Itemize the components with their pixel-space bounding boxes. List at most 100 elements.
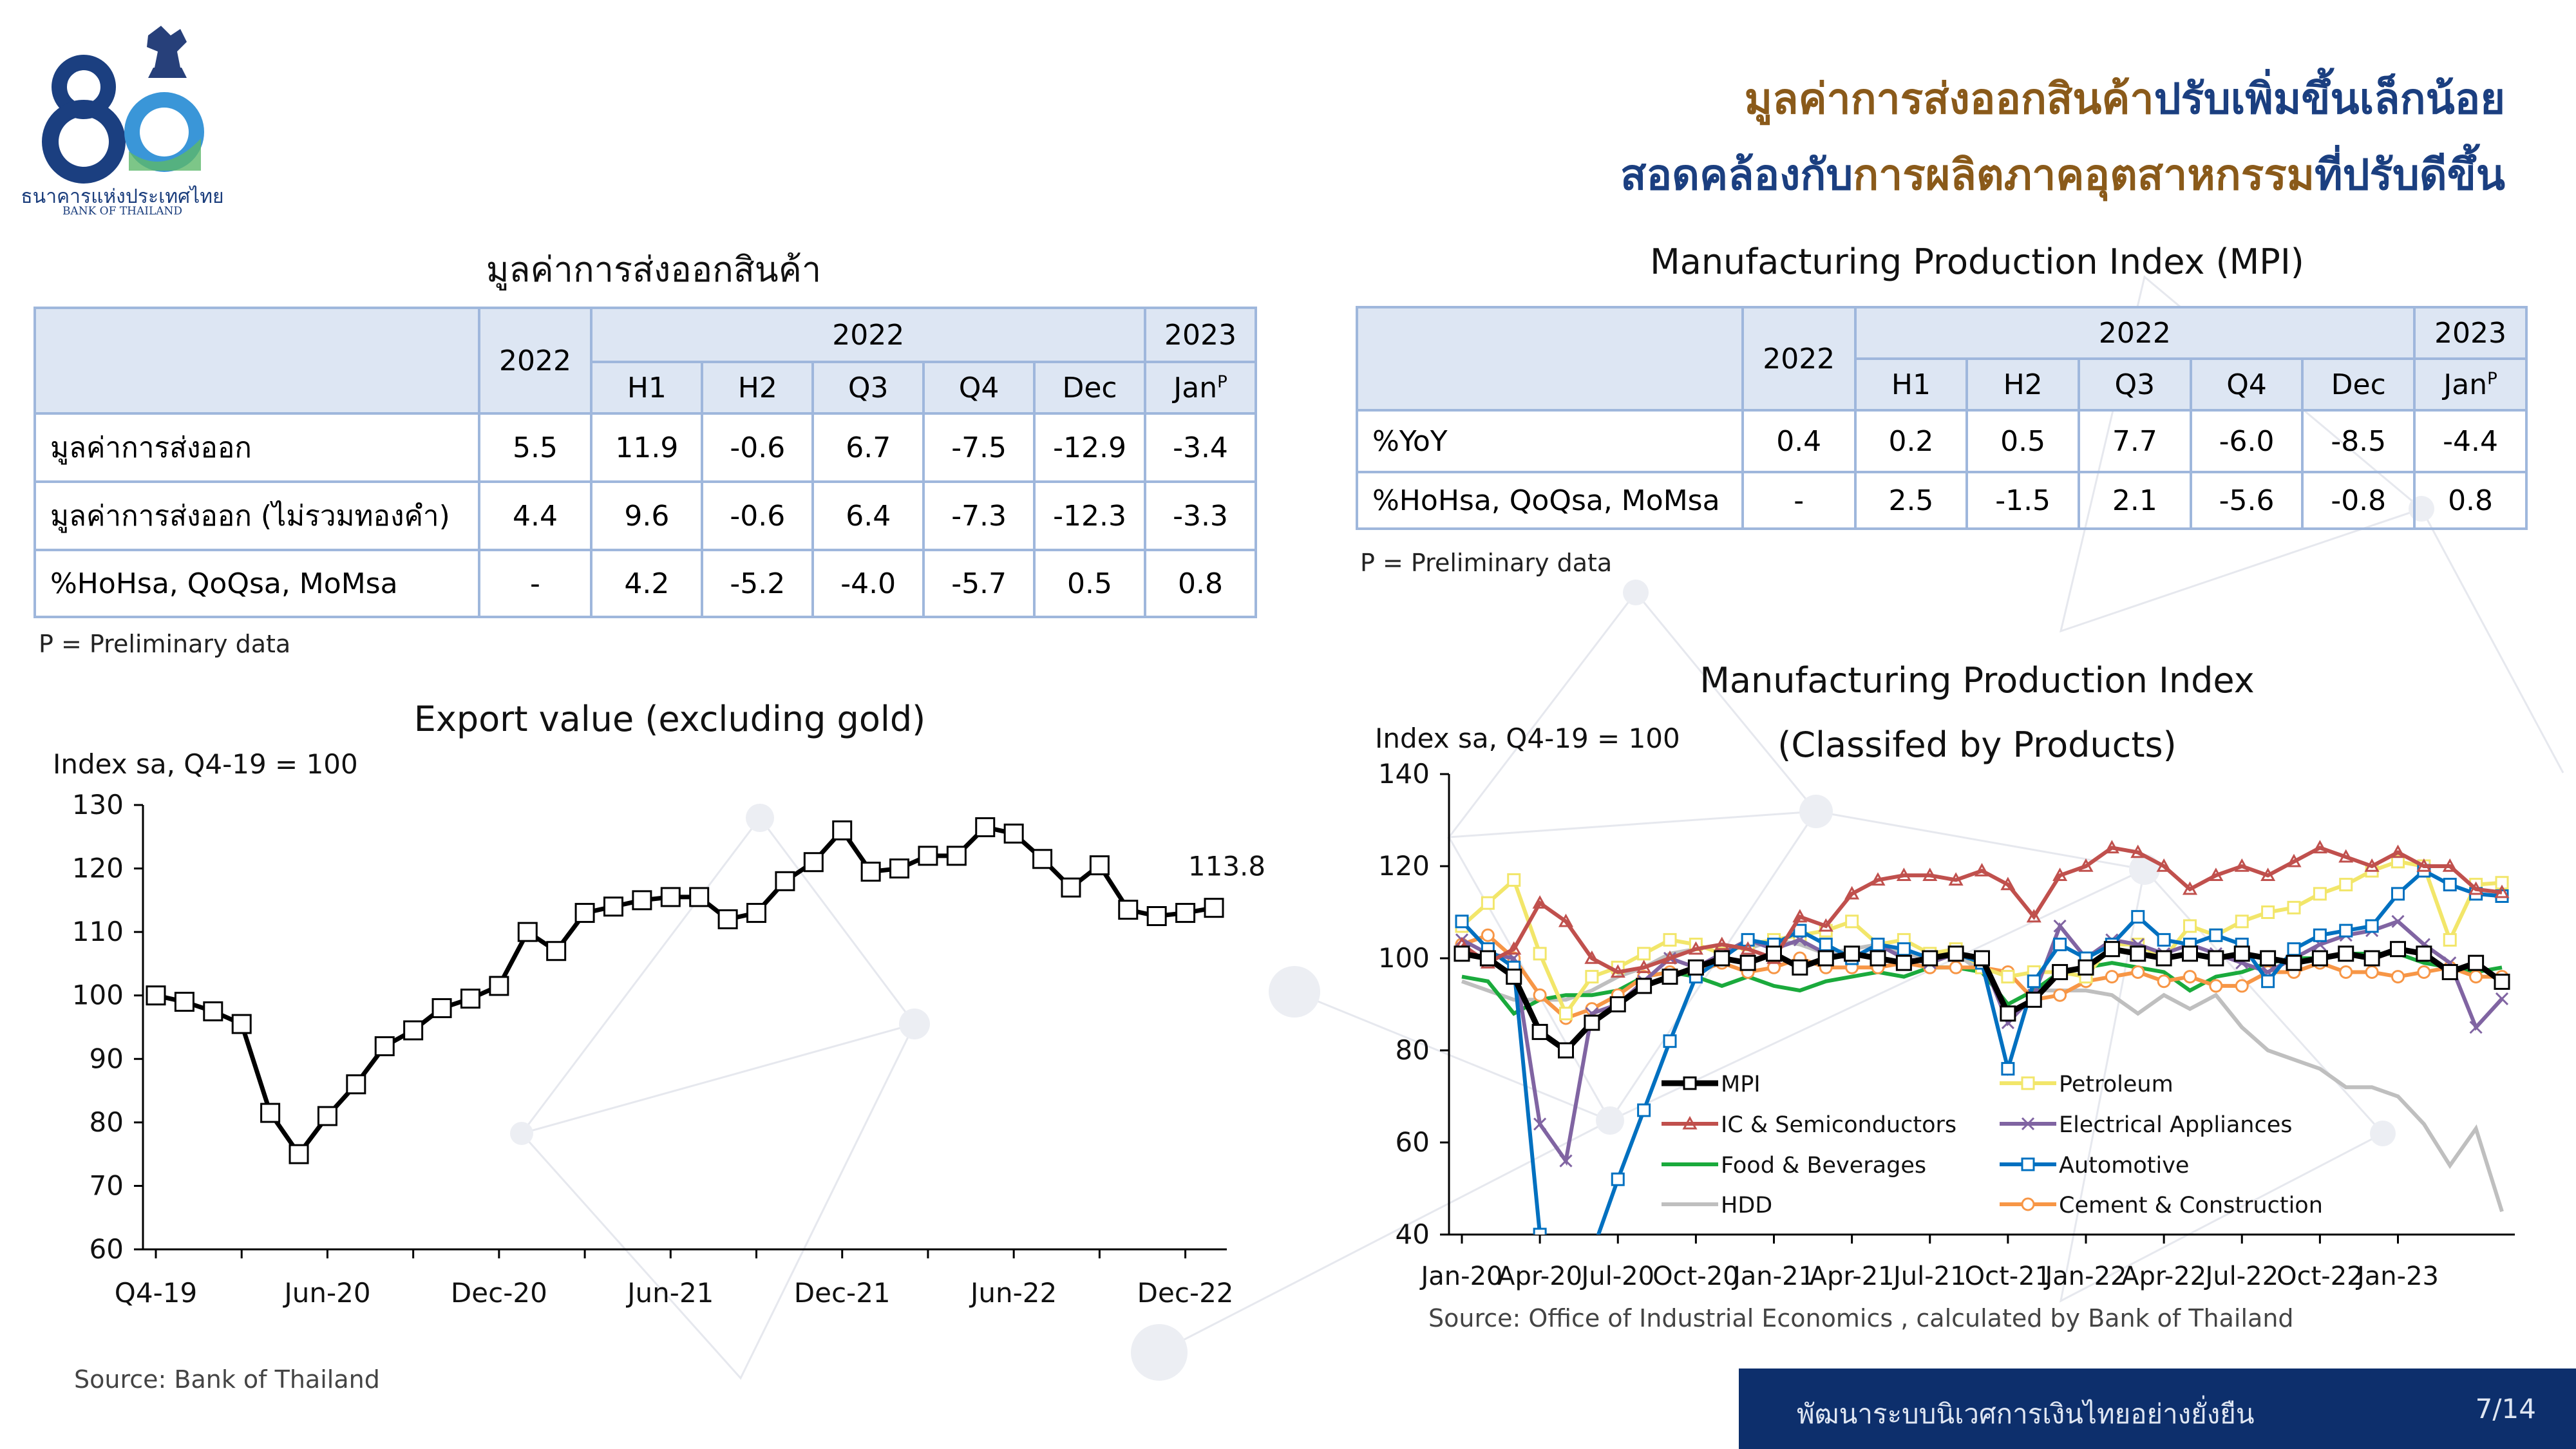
table-cell: 0.5 bbox=[1033, 549, 1147, 618]
data-point bbox=[1974, 950, 1990, 967]
table-cell: 0.5 bbox=[1965, 409, 2080, 473]
data-point bbox=[1454, 945, 1470, 962]
export-chart-title: Export value (excluding gold) bbox=[413, 699, 926, 739]
mpi-table: 2022 2022 2023 H1 H2 Q3 Q4 Dec JanP %YoY… bbox=[1356, 306, 2528, 530]
data-point bbox=[2468, 954, 2485, 971]
footer-tagline: พัฒนาระบบนิเวศการเงินไทยอย่างยั่งยืน bbox=[1797, 1398, 2255, 1430]
x-tick-label: Apr-22 bbox=[2121, 1262, 2206, 1291]
header-period-jan: JanP bbox=[1144, 361, 1257, 415]
data-point bbox=[2312, 840, 2327, 854]
data-point bbox=[1507, 873, 1521, 887]
table-cell: 2.1 bbox=[2078, 471, 2192, 530]
data-point bbox=[1584, 950, 1600, 964]
data-point bbox=[603, 896, 623, 917]
data-point bbox=[2183, 919, 2197, 933]
data-point bbox=[2078, 858, 2094, 872]
table-cell: -6.0 bbox=[2189, 409, 2304, 473]
row-label: %HoHsa, QoQsa, MoMsa bbox=[33, 549, 480, 618]
mpi-chart-ylabel: Index sa, Q4-19 = 100 bbox=[1375, 723, 1680, 754]
row-label: %HoHsa, QoQsa, MoMsa bbox=[1356, 471, 1744, 530]
y-tick-label: 60 bbox=[90, 1233, 124, 1265]
data-point bbox=[860, 862, 881, 882]
legend-label: Petroleum bbox=[2059, 1072, 2174, 1097]
data-point bbox=[2365, 965, 2379, 979]
data-point bbox=[632, 890, 652, 911]
last-value-label: 113.8 bbox=[1188, 851, 1265, 882]
data-point bbox=[1118, 900, 1139, 920]
table-cell: -3.3 bbox=[1144, 480, 1257, 551]
table-cell: 7.7 bbox=[2078, 409, 2192, 473]
x-tick-label: Jul-22 bbox=[2203, 1262, 2278, 1291]
row-label: มูลค่าการส่งออก (ไม่รวมทองคำ) bbox=[33, 480, 480, 551]
table-cell: -4.4 bbox=[2413, 409, 2528, 473]
data-point bbox=[2209, 979, 2223, 993]
data-point bbox=[2208, 950, 2224, 967]
data-point bbox=[2155, 950, 2172, 967]
table-cell: - bbox=[1741, 471, 1857, 530]
table-cell: -0.6 bbox=[701, 480, 815, 551]
data-point bbox=[1531, 1023, 1548, 1040]
data-point bbox=[2157, 974, 2171, 989]
y-tick-label: 90 bbox=[90, 1043, 124, 1074]
data-point bbox=[2130, 844, 2146, 858]
series-line-hdd bbox=[1461, 938, 2504, 1213]
data-point bbox=[2338, 849, 2354, 863]
x-tick-label: Jan-22 bbox=[2043, 1262, 2127, 1291]
data-point bbox=[1817, 950, 1834, 967]
y-tick-label: 140 bbox=[1378, 758, 1430, 790]
headline-part: มูลค่าการส่งออกสินค้า bbox=[1744, 74, 2154, 124]
table-cell: -7.3 bbox=[922, 480, 1036, 551]
data-point bbox=[1662, 950, 1678, 964]
data-point bbox=[1974, 863, 1990, 876]
data-point bbox=[2287, 942, 2301, 956]
data-point bbox=[1871, 938, 1885, 952]
x-tick-label: Jul-21 bbox=[1891, 1262, 1967, 1291]
page-number: 7/14 bbox=[2475, 1393, 2536, 1425]
series-points bbox=[1454, 941, 2510, 1059]
data-point bbox=[2156, 858, 2172, 872]
header-period: Dec bbox=[1033, 361, 1147, 415]
data-point bbox=[1455, 914, 1469, 929]
logo-text-thai: ธนาคารแห่งประเทศไทย bbox=[21, 185, 224, 208]
data-point bbox=[1204, 898, 1224, 918]
data-point bbox=[1559, 1007, 1573, 1021]
preliminary-mark: P bbox=[2487, 368, 2497, 388]
legend-label: Electrical Appliances bbox=[2059, 1112, 2292, 1138]
data-point bbox=[2104, 840, 2119, 854]
data-point bbox=[2182, 881, 2198, 895]
data-point bbox=[1922, 867, 1938, 881]
data-point bbox=[2053, 988, 2067, 1002]
table-cell: 0.4 bbox=[1741, 409, 1857, 473]
data-point bbox=[660, 887, 681, 907]
x-tick-label: Jun-21 bbox=[625, 1277, 714, 1309]
data-point bbox=[1870, 872, 1886, 886]
data-points bbox=[146, 817, 1224, 1164]
table-cell: 0.8 bbox=[1144, 549, 1257, 618]
data-point bbox=[2469, 1021, 2483, 1034]
header-blank bbox=[1356, 306, 1744, 412]
data-point bbox=[1897, 942, 1911, 956]
header-year: 2022 bbox=[1741, 306, 1857, 412]
export-table-title: มูลค่าการส่งออกสินค้า bbox=[486, 249, 822, 290]
data-point bbox=[1558, 1042, 1574, 1059]
data-point bbox=[1175, 903, 1196, 923]
data-point bbox=[2287, 900, 2301, 914]
header-period: Dec bbox=[2301, 357, 2416, 412]
data-point bbox=[1741, 933, 1755, 947]
data-point bbox=[1558, 913, 1574, 927]
data-point bbox=[1610, 964, 1625, 978]
data-point bbox=[2441, 963, 2458, 980]
data-point bbox=[2021, 1076, 2035, 1090]
data-point bbox=[2025, 991, 2042, 1008]
data-point bbox=[1585, 970, 1599, 984]
data-point bbox=[1663, 1034, 1677, 1048]
data-point bbox=[2053, 938, 2067, 952]
data-point bbox=[1533, 947, 1547, 961]
headline-part: ที่ปรับดีขึ้น bbox=[2315, 150, 2505, 200]
data-point bbox=[2027, 974, 2041, 989]
data-point bbox=[2053, 919, 2067, 933]
table-cell: -0.8 bbox=[2301, 471, 2416, 530]
data-point bbox=[803, 852, 824, 873]
plot-area bbox=[1454, 840, 2510, 1235]
data-point bbox=[2311, 950, 2328, 967]
